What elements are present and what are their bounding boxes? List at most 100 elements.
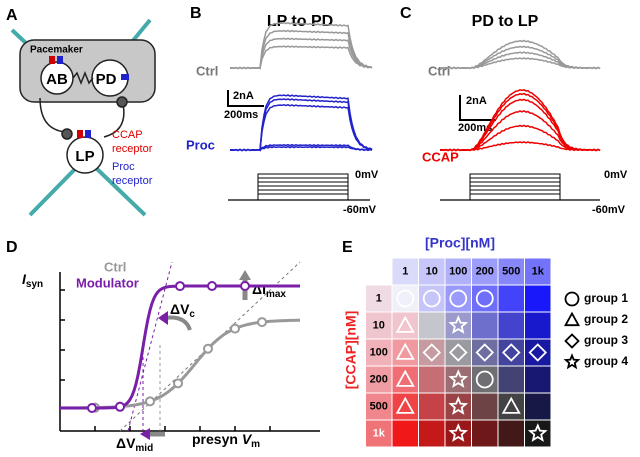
- step-bottom: -60mV: [592, 204, 626, 216]
- legend-label: group 2: [584, 312, 628, 326]
- y-label-sub: syn: [26, 279, 43, 290]
- circuit: [10, 18, 156, 217]
- row-header: 100: [370, 346, 388, 358]
- panel-label: D: [6, 239, 18, 256]
- grid-cell: [391, 284, 419, 313]
- legend-label: group 3: [584, 333, 628, 347]
- header-cell: [365, 365, 393, 394]
- x-label-var: V: [242, 431, 253, 447]
- step-top: 0mV: [604, 169, 628, 181]
- grid-cell: [471, 284, 499, 313]
- current-trace: [229, 143, 373, 152]
- group-symbol: [395, 342, 415, 360]
- panel-label: E: [342, 239, 353, 256]
- grid-cell: [418, 338, 446, 367]
- voltage-step: [469, 193, 561, 200]
- voltage-step: [469, 189, 561, 200]
- legend-symbol: [563, 311, 581, 327]
- column-header: 100: [449, 265, 467, 277]
- grid-cell: [444, 338, 472, 367]
- group-symbol: [395, 396, 415, 414]
- legend-label: group 4: [584, 354, 628, 368]
- grid-cell: [497, 311, 525, 340]
- group-symbol: [448, 343, 468, 362]
- delta-imax-main: ΔI: [252, 281, 266, 297]
- delta-vmid-sub: mid: [135, 443, 153, 454]
- group-symbol: [501, 396, 521, 414]
- ctrl-label: Ctrl: [428, 63, 450, 78]
- row-header: 500: [370, 400, 388, 412]
- grid-cell: [524, 365, 552, 394]
- proc-receptor: receptor: [112, 175, 153, 187]
- group-symbol: [448, 423, 469, 442]
- group-symbol: [395, 315, 415, 333]
- grid-cell: [391, 419, 419, 448]
- scale-time: 200ms: [458, 122, 492, 134]
- row-header: 1k: [373, 427, 386, 439]
- column-header: 500: [502, 265, 520, 277]
- x-label-main: presyn: [192, 431, 242, 447]
- curve-point: [207, 281, 217, 292]
- group-symbol: [475, 289, 494, 308]
- curve-point: [230, 323, 240, 334]
- voltage-step: [257, 189, 349, 200]
- grid-cell: [444, 284, 472, 313]
- delta-imax-sub: max: [266, 289, 286, 300]
- curve-point: [240, 281, 250, 291]
- current-trace: [439, 88, 601, 152]
- column-header: 1k: [532, 265, 545, 277]
- pd-label: PD: [96, 71, 117, 88]
- current-trace: [229, 21, 373, 70]
- grid-cell: [418, 392, 446, 421]
- group-symbol: [475, 343, 495, 362]
- slope-line: [119, 261, 301, 432]
- ccap-receptor: CCAP: [112, 129, 143, 141]
- group-symbol: [395, 369, 415, 387]
- scale-bar: [227, 90, 264, 107]
- step-top: 0mV: [355, 169, 379, 181]
- delta-vmid: ΔVmid: [116, 435, 153, 454]
- slope-line: [127, 261, 173, 432]
- group-symbol: [528, 343, 548, 362]
- grid-cell: [524, 311, 552, 340]
- grid-cell: [471, 365, 499, 394]
- group-symbol: [501, 343, 521, 362]
- grid-cell: [524, 392, 552, 421]
- voltage-step: [257, 181, 349, 200]
- curve-point: [87, 402, 97, 413]
- voltage-step: [469, 185, 561, 200]
- grid-cell: [471, 311, 499, 340]
- curve-point: [175, 281, 185, 292]
- panel-label: C: [400, 5, 412, 22]
- ctrl-label: Ctrl: [196, 63, 218, 78]
- voltage-step: [469, 177, 561, 200]
- delta-vc-sub: c: [189, 309, 195, 320]
- curve-point: [115, 401, 125, 412]
- lp-label: LP: [75, 148, 94, 165]
- curve-point: [203, 343, 213, 354]
- delta-imax: ΔImax: [252, 281, 286, 300]
- header-cell: [524, 257, 552, 286]
- curve-point: [257, 317, 267, 328]
- group-symbol: [449, 289, 468, 308]
- modulator-label: Modulator: [76, 275, 139, 290]
- grid-cell: [418, 311, 446, 340]
- grid-cell: [497, 284, 525, 313]
- grid-cell: [418, 284, 446, 313]
- current-trace: [439, 51, 601, 70]
- group-symbol: [422, 289, 441, 308]
- ctrl-label: Ctrl: [104, 259, 126, 274]
- voltage-step: [257, 177, 349, 200]
- panel-label: A: [6, 7, 18, 24]
- grid-cell: [497, 365, 525, 394]
- axes: [59, 272, 320, 432]
- scale-time: 200ms: [224, 109, 258, 121]
- sigmoid-curve: [59, 318, 300, 410]
- y-label-main: I: [22, 271, 27, 287]
- grid-cell: [471, 419, 499, 448]
- x-label-sub: m: [251, 439, 260, 450]
- row-header: 10: [373, 319, 385, 331]
- group-symbol: [475, 370, 494, 389]
- grid-cell: [524, 338, 552, 367]
